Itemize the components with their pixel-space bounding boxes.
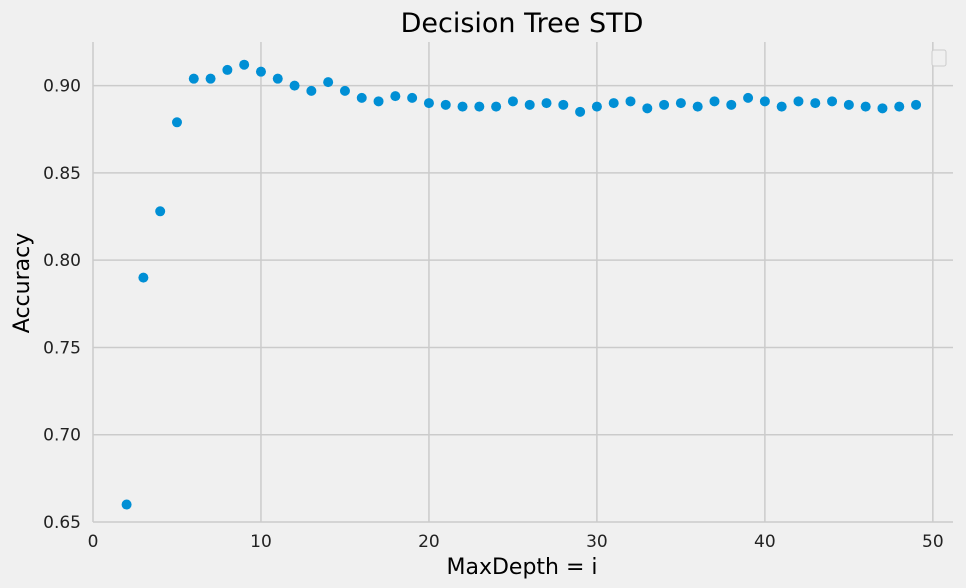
data-point (407, 92, 418, 103)
data-point (121, 499, 132, 510)
data-point (205, 73, 216, 84)
x-tick-label: 50 (922, 532, 944, 552)
y-tick-label: 0.70 (43, 426, 81, 446)
x-axis-label: MaxDepth = i (446, 555, 597, 580)
y-tick-label: 0.85 (43, 164, 81, 184)
grid-lines (92, 42, 953, 523)
data-point (323, 77, 334, 88)
data-point (272, 73, 283, 84)
data-point (591, 101, 602, 112)
data-point (457, 101, 468, 112)
chart-title: Decision Tree STD (401, 8, 644, 39)
data-point (793, 96, 804, 107)
data-point (843, 99, 854, 110)
data-point (138, 272, 149, 283)
data-point (860, 101, 871, 112)
data-point (188, 73, 199, 84)
data-point (776, 101, 787, 112)
data-point (440, 99, 451, 110)
data-point (155, 206, 166, 217)
data-point (877, 103, 888, 114)
data-point (608, 98, 619, 109)
data-point (356, 92, 367, 103)
data-point (659, 99, 670, 110)
data-point (222, 64, 233, 75)
data-point (541, 98, 552, 109)
x-tick-label: 20 (418, 532, 440, 552)
x-tick-label: 30 (586, 532, 608, 552)
x-tick-label: 10 (250, 532, 272, 552)
data-point (524, 99, 535, 110)
y-tick-label: 0.90 (43, 77, 81, 97)
data-point (239, 59, 250, 70)
data-point (289, 80, 300, 91)
legend-box (931, 49, 947, 67)
y-tick-labels: 0.65 0.70 0.75 0.80 0.85 0.90 (43, 77, 81, 533)
data-point (255, 66, 266, 77)
data-point (575, 106, 586, 117)
data-point (911, 99, 922, 110)
data-point (171, 117, 182, 128)
data-point (810, 98, 821, 109)
y-tick-label: 0.80 (43, 251, 81, 271)
data-point (709, 96, 720, 107)
x-tick-label: 40 (754, 532, 776, 552)
x-tick-label: 0 (88, 532, 99, 552)
data-point (894, 101, 905, 112)
x-tick-labels: 0 10 20 30 40 50 (88, 532, 944, 552)
y-axis-label: Accuracy (10, 233, 35, 333)
data-point (491, 101, 502, 112)
data-point (692, 101, 703, 112)
y-tick-label: 0.75 (43, 338, 81, 358)
data-point (390, 91, 401, 102)
data-point (507, 96, 518, 107)
data-points (121, 59, 922, 510)
data-point (743, 92, 754, 103)
data-point (558, 99, 569, 110)
data-point (339, 85, 350, 96)
data-point (726, 99, 737, 110)
data-point (625, 96, 636, 107)
y-tick-label: 0.65 (43, 513, 81, 533)
data-point (306, 85, 317, 96)
data-point (759, 96, 770, 107)
data-point (423, 98, 434, 109)
data-point (474, 101, 485, 112)
data-point (827, 96, 838, 107)
data-point (675, 98, 686, 109)
data-point (642, 103, 653, 114)
data-point (373, 96, 384, 107)
